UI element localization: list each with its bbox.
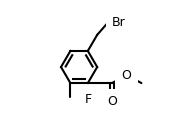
Text: O: O <box>108 95 117 108</box>
Text: F: F <box>84 93 91 106</box>
Text: O: O <box>122 68 132 82</box>
Text: Br: Br <box>112 16 126 29</box>
